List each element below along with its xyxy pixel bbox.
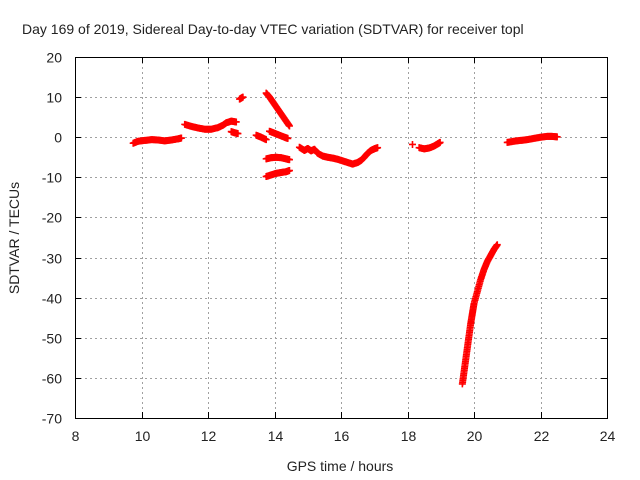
series-arc14 <box>503 132 561 146</box>
series-arc13 <box>458 241 501 388</box>
data-layer <box>129 89 561 388</box>
y-tick-label: -30 <box>42 251 62 267</box>
series-arc11 <box>408 140 416 148</box>
plot-frame <box>75 57 608 419</box>
data-point-marker <box>408 140 416 148</box>
y-tick-label: -70 <box>42 411 62 427</box>
y-tick-label: -50 <box>42 331 62 347</box>
data-point-marker <box>285 167 293 175</box>
series-arc1 <box>129 134 185 147</box>
x-tick-label: 16 <box>334 428 350 444</box>
x-tick-label: 10 <box>135 428 151 444</box>
series-arc9 <box>262 167 293 181</box>
series-arc4 <box>236 93 247 103</box>
y-tick-label: -40 <box>42 291 62 307</box>
y-axis-label: SDTVAR / TECUs <box>6 182 22 294</box>
x-tick-label: 14 <box>268 428 284 444</box>
series-arc12 <box>415 138 444 153</box>
data-point-marker <box>285 156 293 164</box>
data-point-marker <box>234 130 242 138</box>
x-tick-label: 24 <box>600 428 616 444</box>
y-tick-label: 0 <box>54 130 62 146</box>
data-point-marker <box>374 144 382 152</box>
data-point-marker <box>436 138 444 146</box>
data-point-marker <box>177 134 185 142</box>
data-point-marker <box>285 122 293 130</box>
y-tick-label: 10 <box>46 90 62 106</box>
series-arc5 <box>252 131 270 144</box>
data-point-marker <box>284 134 292 142</box>
series-arc6 <box>262 89 293 130</box>
y-tick-label: -60 <box>42 371 62 387</box>
x-tick-label: 18 <box>401 428 417 444</box>
y-tick-label: 20 <box>46 50 62 66</box>
data-point-marker <box>493 241 501 249</box>
x-tick-label: 8 <box>72 428 80 444</box>
series-arc7 <box>266 127 292 142</box>
x-tick-label: 12 <box>201 428 217 444</box>
y-tick-label: -10 <box>42 170 62 186</box>
data-point-marker <box>239 93 247 101</box>
chart-title: Day 169 of 2019, Sidereal Day-to-day VTE… <box>22 21 524 37</box>
series-arc10 <box>295 143 382 168</box>
x-axis-label: GPS time / hours <box>287 458 394 474</box>
series-arc3 <box>227 128 242 138</box>
tick-layer: 8 10 12 14 16 18 20 22 24 20 10 0 -10 -20 -30 -40 -50 -60… <box>42 50 616 445</box>
y-tick-label: -20 <box>42 210 62 226</box>
x-tick-label: 20 <box>467 428 483 444</box>
series-arc8 <box>262 153 293 164</box>
data-point-marker <box>262 136 270 144</box>
series-arc2 <box>181 117 240 133</box>
x-tick-label: 22 <box>534 428 550 444</box>
grid-layer <box>75 57 607 418</box>
data-point-marker <box>232 118 240 126</box>
data-point-marker <box>553 133 561 141</box>
